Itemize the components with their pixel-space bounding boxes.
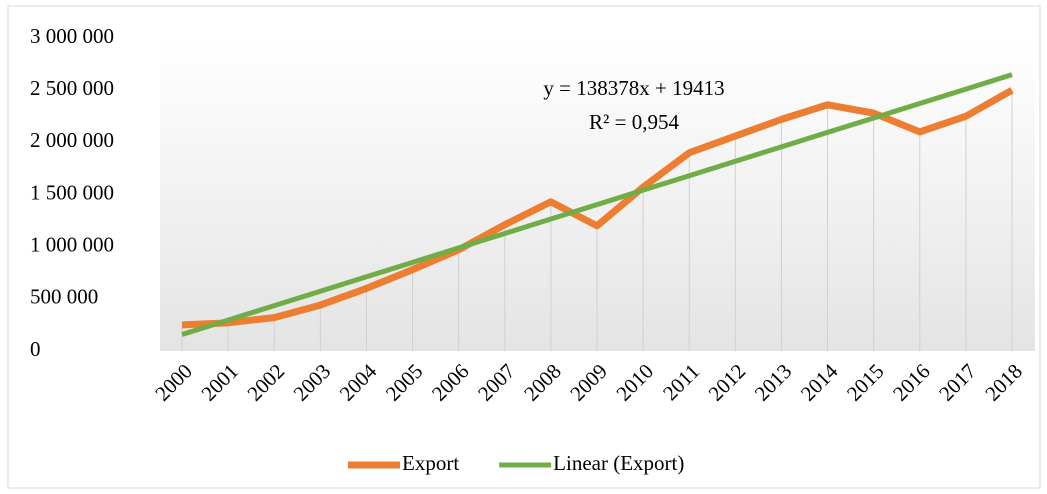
legend-label: Export — [402, 451, 459, 475]
y-tick-label: 1 000 000 — [30, 232, 114, 256]
series-line — [181, 87, 1014, 329]
y-tick-label: 1 500 000 — [30, 180, 114, 204]
y-tick-label: 0 — [30, 337, 41, 361]
y-tick-label: 2 500 000 — [30, 76, 114, 100]
y-tick-label: 2 000 000 — [30, 128, 114, 152]
y-tick-label: 3 000 000 — [30, 24, 114, 48]
legend-label: Linear (Export) — [553, 451, 684, 475]
trend-equation: y = 138378x + 19413 — [543, 76, 724, 100]
y-tick-label: 500 000 — [30, 285, 98, 309]
trend-r2: R² = 0,954 — [589, 110, 679, 134]
series-line — [181, 72, 1013, 337]
